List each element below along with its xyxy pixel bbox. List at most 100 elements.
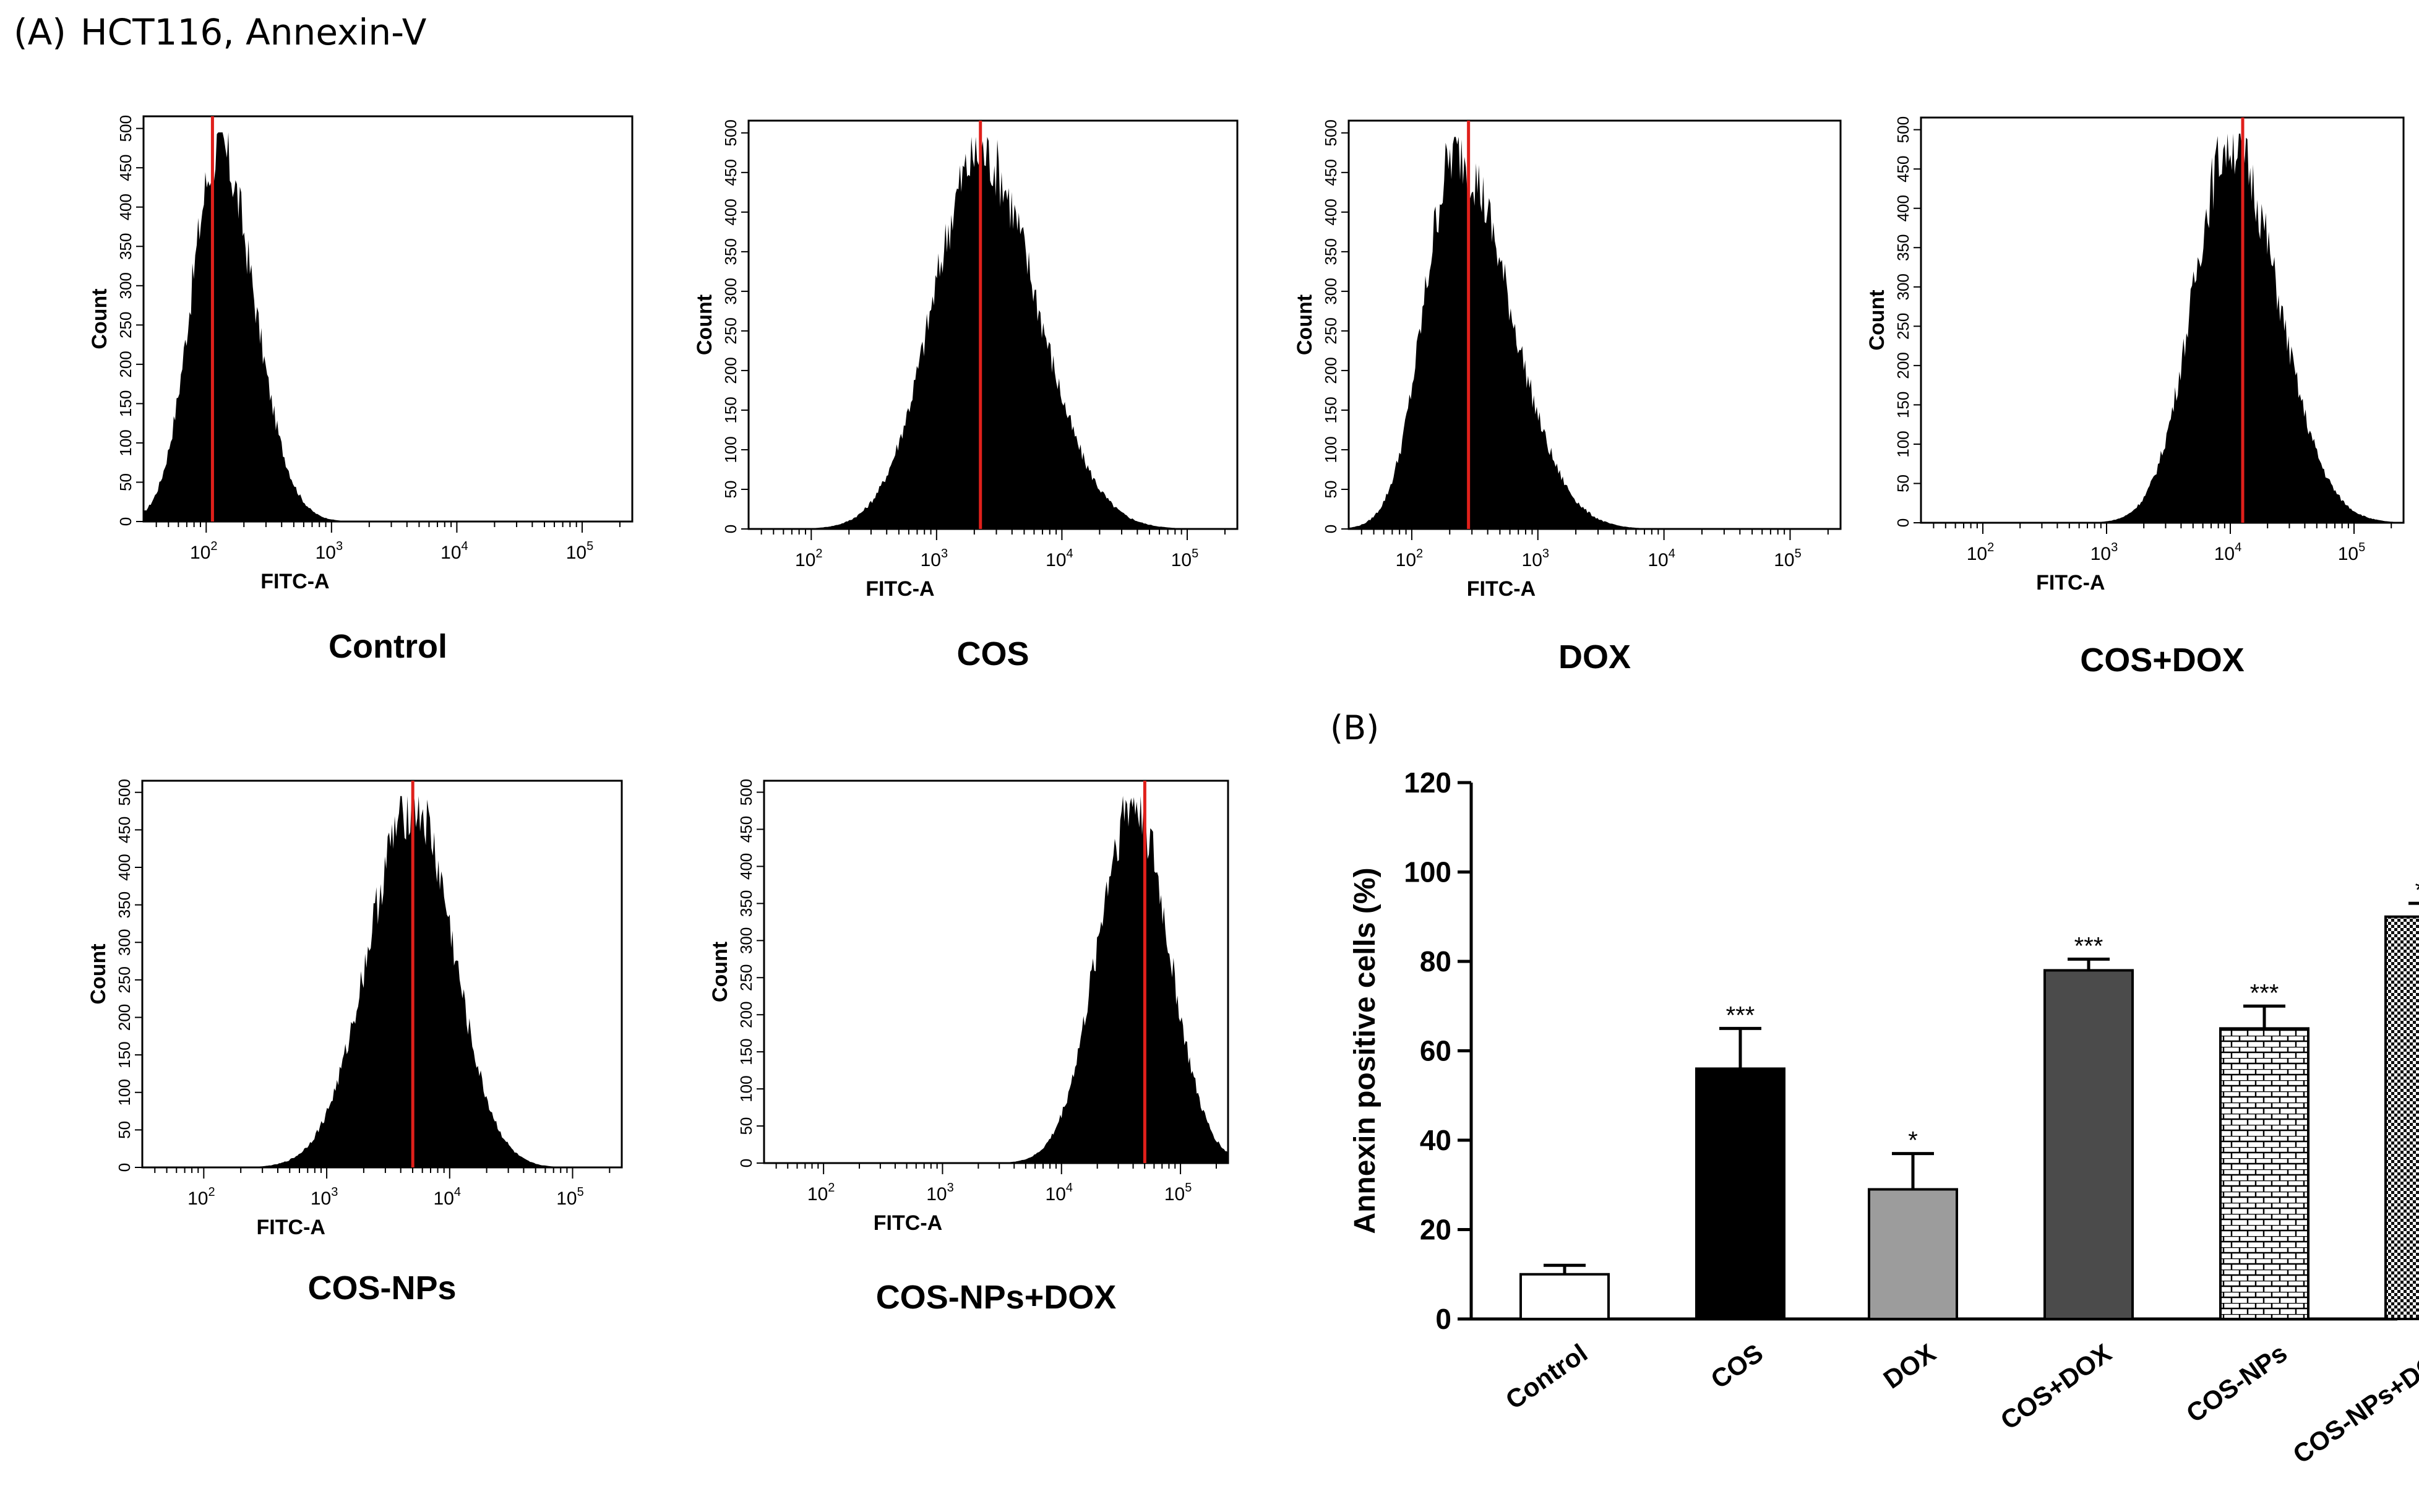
x-tick-label: 105 [1171,547,1199,570]
y-tick-label: 0 [1894,518,1912,527]
y-tick-label: 100 [115,1079,134,1106]
y-axis-label: Count [88,288,111,349]
x-tick-label: 104 [1046,1181,1073,1205]
y-tick-label: 350 [115,891,134,918]
y-tick-label: 350 [1321,238,1340,265]
x-tick-label: 105 [2338,541,2366,564]
x-tick-label: 104 [434,1185,462,1209]
y-tick-label: 350 [116,233,135,260]
y-tick-label: 450 [115,817,134,843]
x-tick-label: 102 [807,1181,835,1205]
y-tick-label: 50 [116,473,135,491]
panel-a-title: HCT116, Annexin-V [80,11,427,53]
bar-cos [1695,1067,1785,1321]
x-tick-label: 103 [921,547,948,570]
y-tick-label: 60 [1420,1035,1451,1067]
y-tick-label: 0 [1321,525,1340,533]
x-tick-label: 105 [556,1185,584,1209]
y-tick-label: 300 [116,272,135,299]
y-tick-label: 450 [737,816,755,843]
x-tick-label: 102 [187,1185,215,1209]
y-tick-label: 300 [115,929,134,956]
panel-title: DOX [1558,638,1631,676]
plot-frame [141,780,623,1169]
y-tick-label: 250 [115,966,134,993]
plot-frame [142,115,634,523]
y-tick-label: 150 [1894,392,1912,418]
panel-title: COS-NPs+DOX [876,1279,1117,1316]
panel-a-label: (A) [14,11,66,53]
y-axis-label: Annexin positive cells (%) [1349,867,1381,1234]
x-tick-label: 105 [1774,547,1802,570]
y-tick-label: 500 [115,779,134,805]
y-tick-label: 400 [116,194,135,220]
x-tick-label: 104 [1046,547,1073,570]
histogram-cos-nps-dox: 0 50 100 150 200 250 300 350 400 450 500 Count 102 10… [708,779,1229,1316]
y-tick-label: 150 [737,1038,755,1065]
bar-control [1519,1273,1610,1320]
y-tick-label: 450 [721,159,740,186]
y-tick-label: 450 [1894,155,1912,182]
significance-label: *** [2074,932,2103,960]
y-axis-label: Count [1865,290,1889,350]
x-tick-label: 104 [440,539,468,563]
y-tick-label: 50 [1321,481,1340,499]
x-axis-label: FITC-A [1467,577,1536,601]
histogram-fill [764,796,1228,1163]
panel-b-label: (B) [1330,708,1379,747]
y-tick-label: 350 [1894,234,1912,261]
bar-cos-nps [2219,1027,2309,1320]
y-tick-label: 100 [721,436,740,463]
y-tick-label: 0 [115,1163,134,1172]
y-tick-label: 20 [1420,1214,1451,1246]
y-tick-label: 50 [737,1117,755,1135]
x-axis-label: FITC-A [257,1216,325,1239]
y-tick-label: 50 [1894,475,1912,492]
y-tick-label: 100 [1894,431,1912,457]
category-label: COS+DOX [1995,1338,2116,1435]
y-tick-label: 0 [116,517,135,526]
x-tick-label: 103 [2090,541,2118,564]
y-tick-label: 120 [1404,767,1451,799]
category-label: DOX [1878,1338,1941,1394]
significance-label: *** [1726,1002,1755,1029]
y-tick-label: 300 [721,278,740,304]
y-tick-label: 200 [115,1004,134,1031]
y-tick-label: 250 [737,964,755,991]
histogram-cos-nps: 0 50 100 150 200 250 300 350 400 450 500 Count 102 10… [87,779,623,1307]
histogram-cos-dox: 0 50 100 150 200 250 300 350 400 450 500 Count 102 10… [1865,116,2405,679]
x-axis-label: FITC-A [874,1211,942,1235]
significance-label: *** [2415,877,2419,904]
y-tick-label: 200 [1894,352,1912,379]
y-tick-label: 400 [1894,195,1912,221]
y-tick-label: 50 [115,1121,134,1139]
y-tick-label: 200 [1321,357,1340,384]
histogram-fill [144,132,632,522]
y-tick-label: 150 [116,390,135,417]
bar-cos-nps-dox [2384,915,2419,1320]
histogram-fill [1921,134,2404,523]
x-tick-label: 103 [1522,547,1550,570]
y-tick-label: 100 [1321,436,1340,463]
y-tick-label: 300 [1321,278,1340,304]
y-tick-label: 250 [1894,313,1912,340]
histogram-cos: 0 50 100 150 200 250 300 350 400 450 500 Count 102 10… [693,119,1239,672]
y-tick-label: 150 [721,397,740,423]
y-tick-label: 350 [721,238,740,265]
y-tick-label: 450 [116,154,135,181]
y-tick-label: 450 [1321,159,1340,186]
x-tick-label: 102 [190,539,218,563]
y-tick-label: 0 [721,525,740,533]
x-tick-label: 104 [2214,541,2242,564]
y-tick-label: 100 [116,429,135,456]
y-tick-label: 150 [115,1041,134,1068]
x-tick-label: 102 [1967,541,1995,564]
plot-frame [1347,119,1842,530]
plot-frame [1920,116,2405,524]
y-axis-label: Count [693,294,716,355]
x-tick-label: 105 [566,539,594,563]
y-tick-label: 400 [115,854,134,880]
y-tick-label: 400 [737,853,755,880]
y-tick-label: 200 [737,1002,755,1028]
